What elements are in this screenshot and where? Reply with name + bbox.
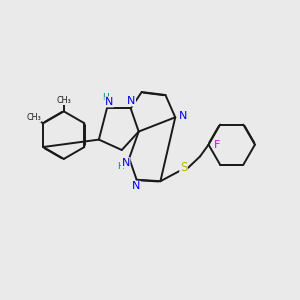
Text: N: N xyxy=(105,97,113,107)
Text: CH₃: CH₃ xyxy=(56,96,71,105)
Text: H: H xyxy=(118,162,124,171)
Text: CH₃: CH₃ xyxy=(26,113,41,122)
Text: H: H xyxy=(102,93,109,102)
Text: N: N xyxy=(132,181,140,191)
Text: F: F xyxy=(214,140,221,150)
Text: N: N xyxy=(178,111,187,121)
Text: S: S xyxy=(180,161,187,174)
Text: N: N xyxy=(122,158,130,168)
Text: N: N xyxy=(127,96,136,106)
